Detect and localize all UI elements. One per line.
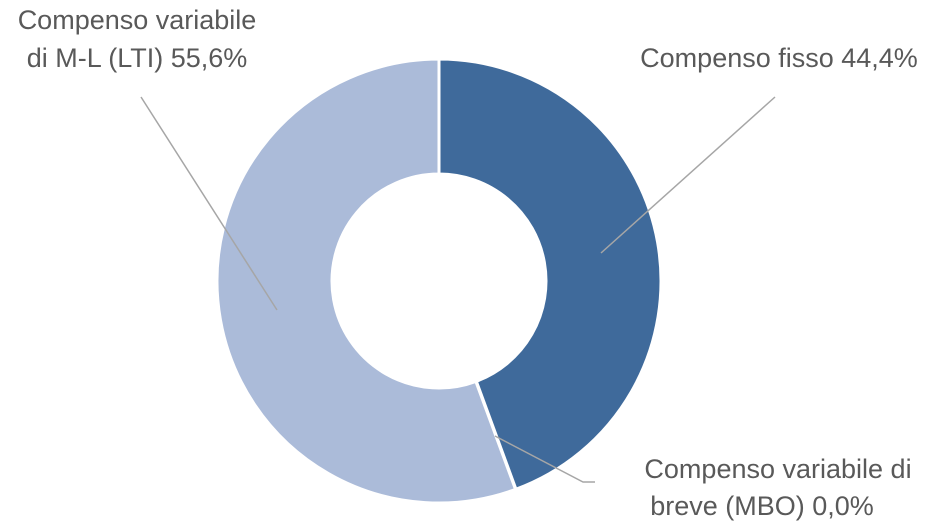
slice-compenso-variabile-di-breve-mbo-data-label-line: Compenso variabile di [644, 454, 911, 484]
slice-compenso-variabile-di-breve-mbo-data-label-line: breve (MBO) 0,0% [650, 491, 874, 521]
slice-compenso-variabile-di-breve-mbo-data-label: Compenso variabile di breve (MBO) 0,0% [644, 454, 911, 521]
slice-compenso-fisso-data-label-line: Compenso fisso 44,4% [640, 43, 918, 73]
slice-compenso-fisso-leader-line [600, 96, 776, 254]
slice-compenso-variabile-di-breve-mbo-leader-line [494, 435, 595, 483]
slice-compenso-variabile-di-m-l-lti-data-label: Compenso variabile di M-L (LTI) 55,6% [18, 5, 257, 73]
slice-compenso-variabile-di-m-l-lti-data-label-line: di M-L (LTI) 55,6% [27, 43, 248, 73]
slice-compenso-variabile-di-m-l-lti [215, 57, 518, 505]
slice-compenso-variabile-di-m-l-lti-data-label-line: Compenso variabile [18, 5, 257, 35]
slice-compenso-fisso-data-label: Compenso fisso 44,4% [640, 43, 918, 73]
leader-lines-layer [140, 96, 776, 483]
slice-compenso-variabile-di-m-l-lti-leader-line [140, 96, 278, 311]
labels-layer: Compenso fisso 44,4% Compenso variabile d… [18, 5, 918, 521]
slice-compenso-fisso [437, 57, 663, 492]
slices-layer [215, 57, 663, 505]
